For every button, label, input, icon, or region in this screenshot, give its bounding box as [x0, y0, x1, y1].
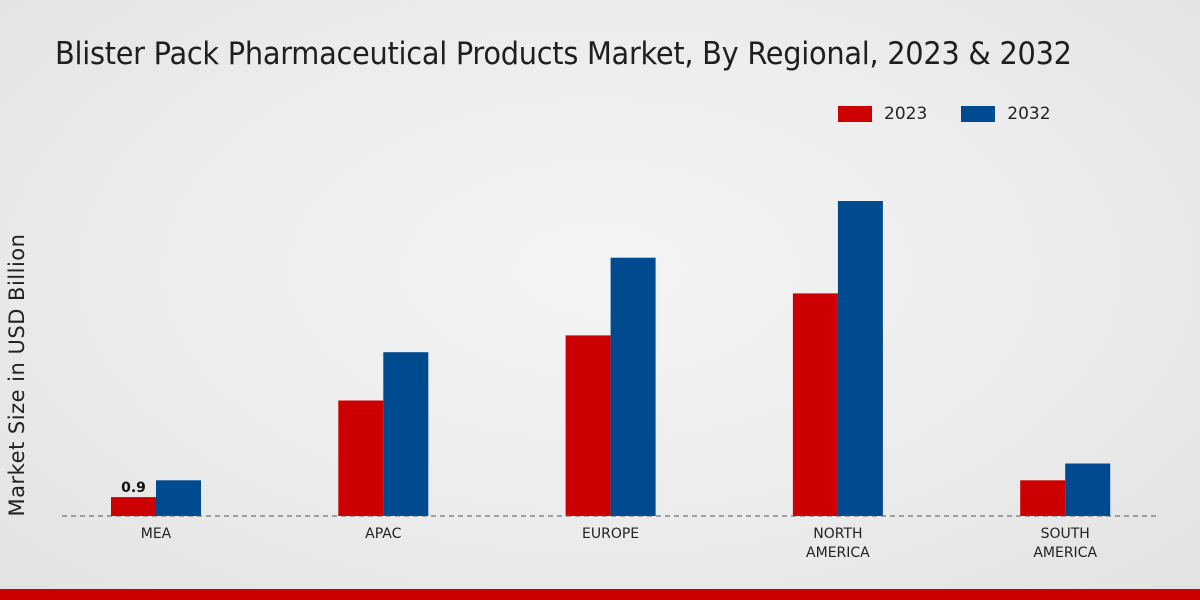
bar-south-america-2032	[1065, 463, 1111, 516]
legend-swatch-2032	[961, 106, 996, 122]
bar-mea-2023	[111, 497, 156, 516]
bar-north-america-2023	[792, 293, 838, 516]
legend-item-2023: 2023	[838, 104, 927, 124]
bar-mea-2032	[156, 480, 201, 516]
chart-title: Blister Pack Pharmaceutical Products Mar…	[55, 36, 1072, 72]
bar-europe-2023	[565, 335, 611, 516]
x-tick-label-north-america: NORTH AMERICA	[806, 526, 870, 561]
bar-europe-2032	[610, 257, 656, 516]
bar-apac-2023	[338, 400, 384, 516]
legend-label-2032: 2032	[1007, 104, 1051, 124]
legend-label-2023: 2023	[884, 104, 928, 124]
bar-south-america-2023	[1020, 480, 1066, 516]
footer-bar	[0, 589, 1200, 600]
bar-apac-2032	[383, 352, 429, 516]
data-label-mea-2023: 0.9	[121, 480, 146, 496]
legend-swatch-2023	[838, 106, 872, 122]
x-tick-label-europe: EUROPE	[582, 526, 639, 542]
x-tick-label-mea: MEA	[141, 526, 172, 542]
chart-legend: 2023 2032	[838, 104, 1085, 124]
bar-north-america-2032	[837, 201, 883, 516]
legend-item-2032: 2032	[961, 104, 1051, 124]
x-tick-label-apac: APAC	[365, 526, 401, 542]
x-tick-label-south-america: SOUTH AMERICA	[1033, 526, 1097, 561]
